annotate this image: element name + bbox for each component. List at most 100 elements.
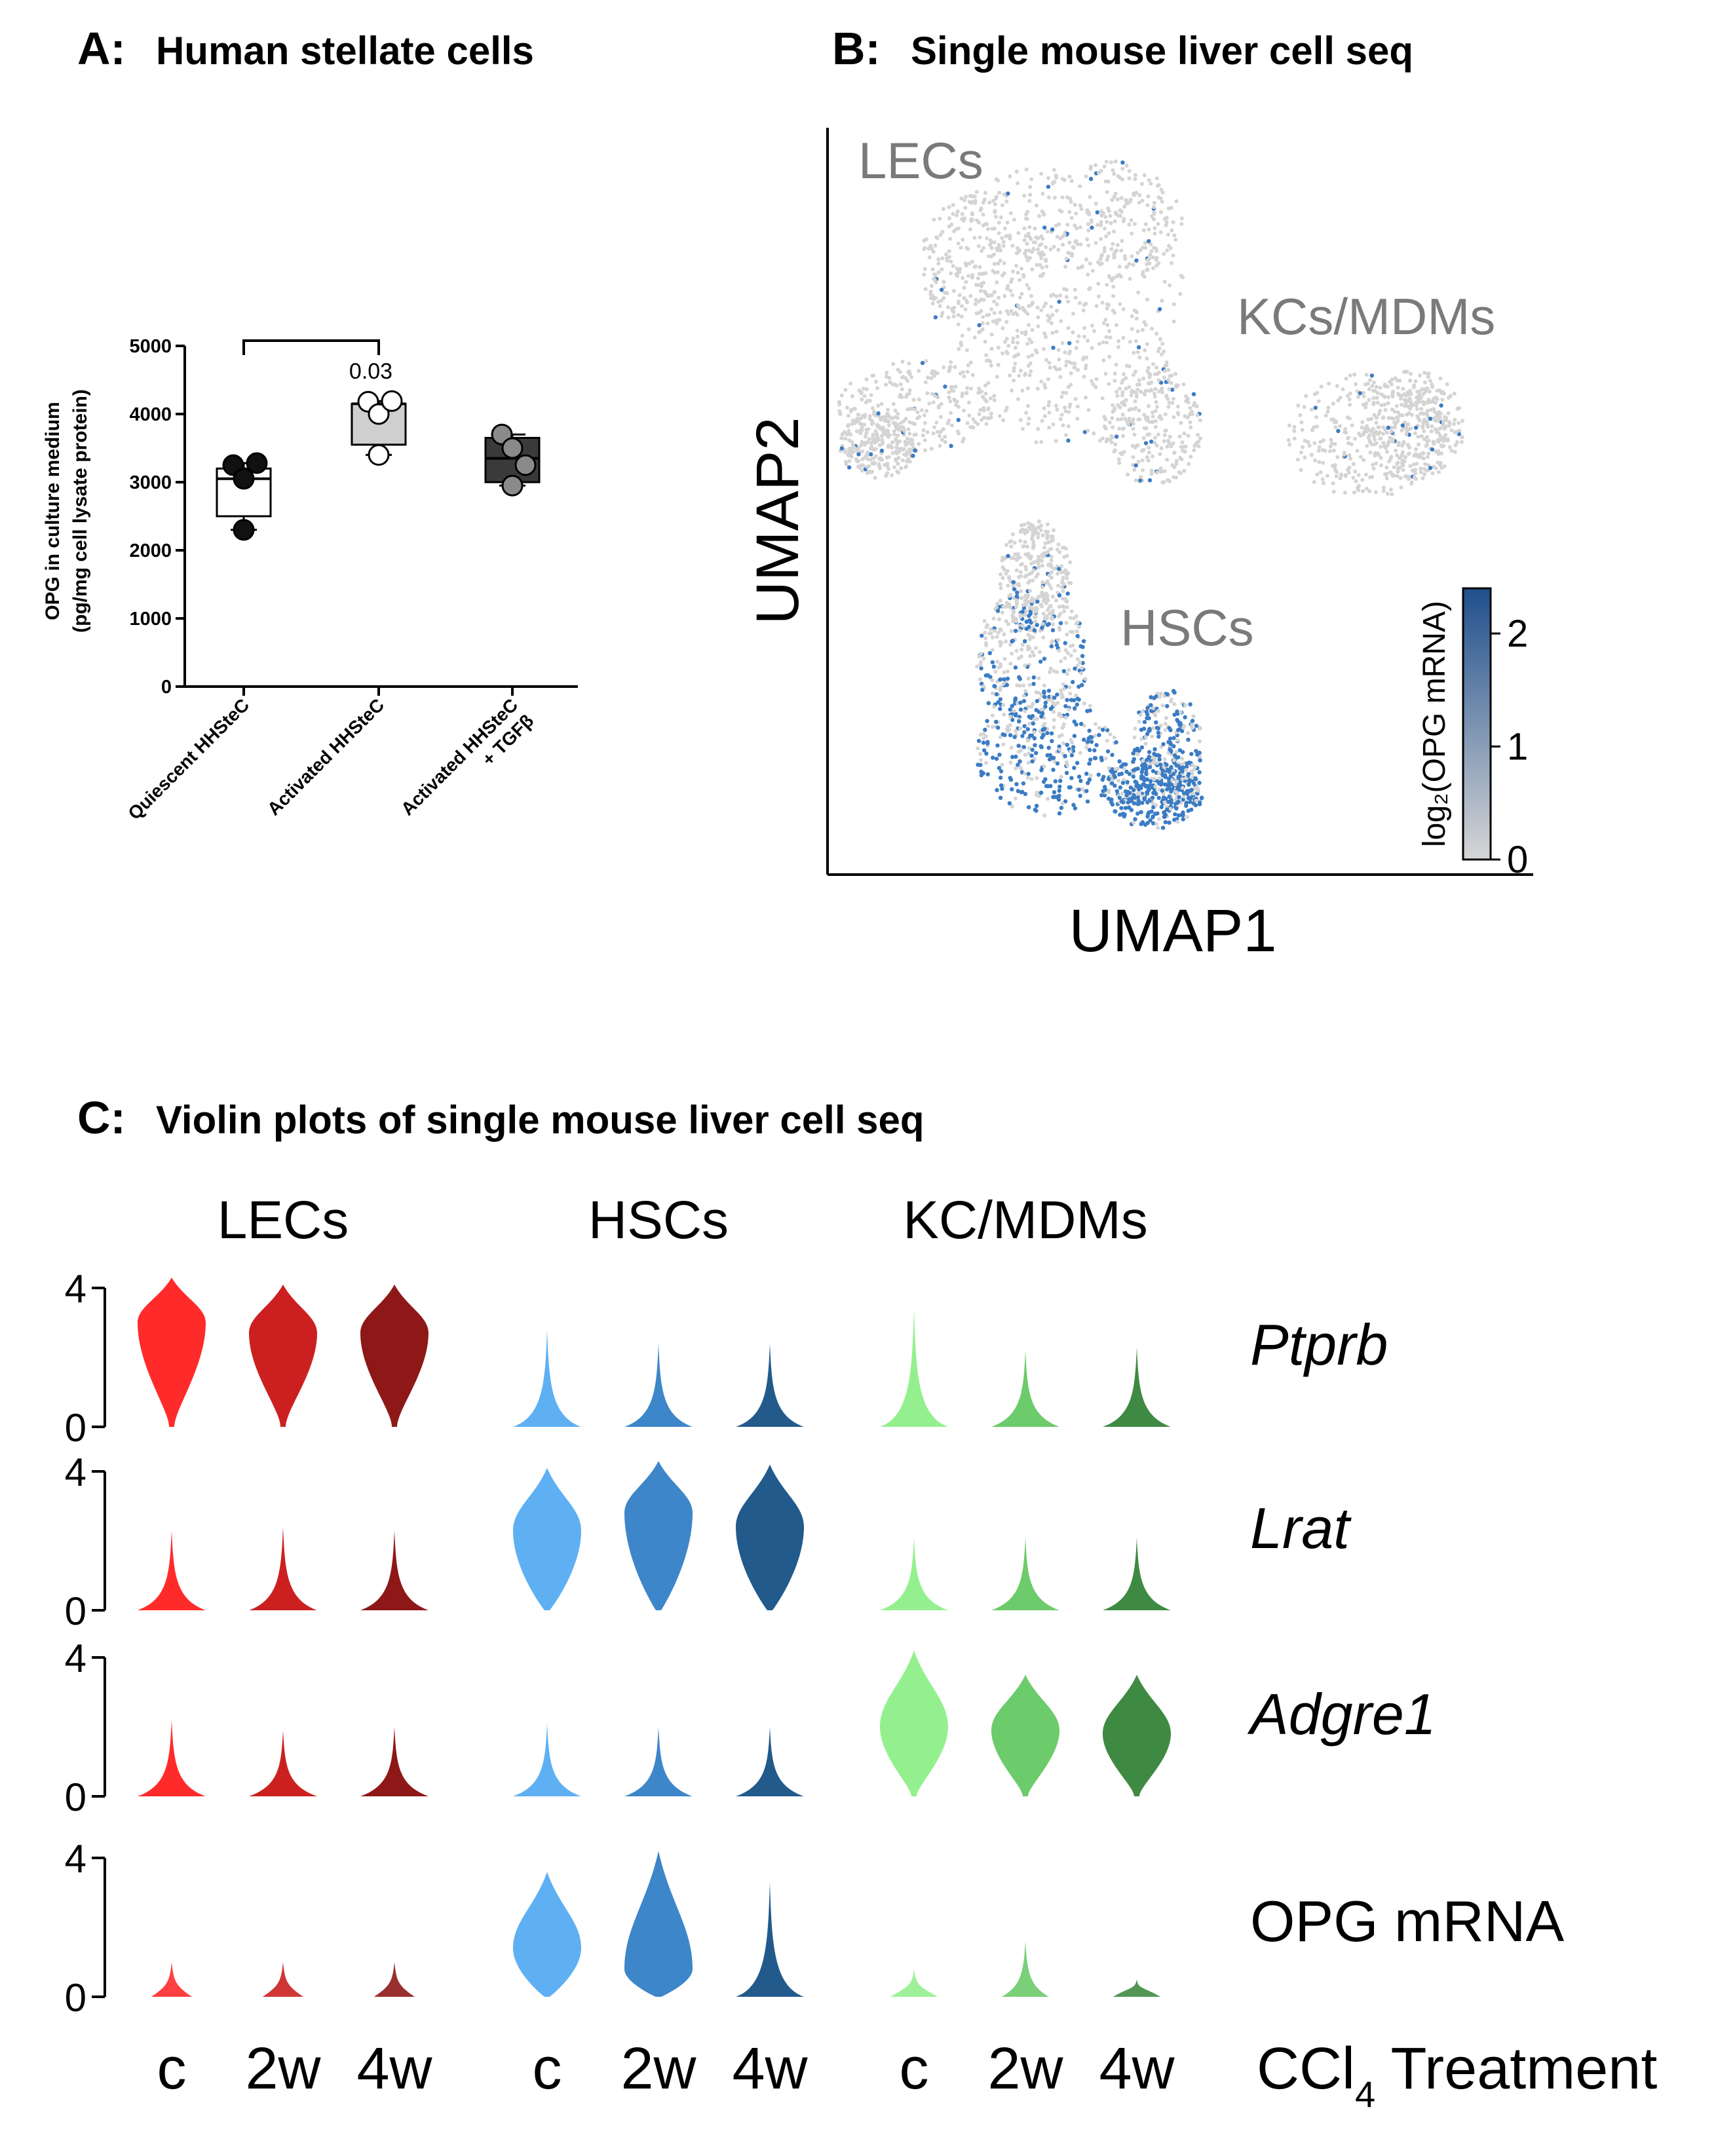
b-cell-point — [1088, 176, 1094, 181]
b-cell-point — [1315, 472, 1320, 477]
b-cell-point — [1196, 439, 1201, 444]
b-cell-point — [940, 256, 945, 261]
b-cell-point — [1055, 670, 1059, 674]
b-cell-point — [1377, 430, 1382, 435]
b-cell-point — [1028, 361, 1033, 366]
b-cell-point — [1056, 348, 1061, 352]
b-cell-point — [1036, 247, 1040, 252]
b-cell-point — [1104, 234, 1109, 238]
b-cell-point — [1169, 748, 1173, 753]
b-cell-point — [1374, 441, 1379, 445]
b-cell-point — [1415, 414, 1420, 419]
b-cell-point — [1369, 442, 1374, 447]
b-cell-point — [1043, 704, 1048, 709]
b-cell-point — [989, 307, 993, 311]
b-cell-point — [1114, 323, 1118, 328]
b-cell-point — [1025, 210, 1030, 214]
c-gene-label: OPG mRNA — [1250, 1889, 1564, 1954]
b-cell-point — [1058, 375, 1063, 379]
b-cell-point — [997, 245, 1001, 250]
b-cell-point — [1086, 243, 1091, 248]
b-cell-point — [1369, 373, 1374, 378]
b-cell-point — [999, 783, 1004, 788]
b-cell-point — [1437, 470, 1441, 474]
b-cell-point — [1039, 523, 1044, 528]
b-cell-point — [1175, 820, 1180, 824]
b-cell-point — [1061, 596, 1065, 601]
b-cell-point — [1056, 248, 1061, 252]
b-cell-point — [1073, 666, 1077, 671]
b-cell-point — [981, 740, 986, 745]
b-cell-point — [1025, 404, 1030, 408]
b-cell-point — [1034, 575, 1039, 579]
b-cell-point — [1018, 615, 1023, 618]
b-cell-point — [1364, 487, 1369, 491]
b-cell-point — [1001, 681, 1006, 686]
b-cell-point — [872, 461, 877, 466]
b-cell-point — [1170, 697, 1173, 702]
b-cell-point — [1000, 611, 1004, 615]
b-cell-point — [1115, 274, 1119, 278]
b-cell-point — [1008, 605, 1013, 610]
b-cell-point — [1143, 417, 1148, 421]
b-cell-point — [1015, 582, 1020, 587]
b-cell-point — [1445, 382, 1449, 387]
b-cell-point — [1124, 376, 1128, 381]
b-cell-point — [949, 259, 953, 264]
a-data-point — [368, 444, 390, 466]
b-cell-point — [1419, 470, 1423, 474]
b-cell-point — [923, 267, 927, 271]
b-cell-point — [894, 437, 898, 442]
b-cell-point — [1094, 722, 1097, 727]
b-cell-point — [1085, 208, 1090, 212]
b-cell-point — [1396, 410, 1400, 415]
b-cell-point — [1027, 248, 1031, 253]
b-cell-point — [886, 432, 890, 436]
b-cell-point — [1360, 420, 1365, 425]
b-cell-point — [1334, 474, 1339, 478]
b-cell-point — [1032, 717, 1037, 721]
b-cell-point — [1061, 694, 1065, 699]
b-cell-point — [1179, 762, 1184, 766]
b-cell-point — [1351, 476, 1356, 480]
b-cell-point — [1062, 233, 1067, 236]
b-cell-point — [1162, 349, 1166, 354]
panel-a-letter: A: — [77, 23, 126, 74]
b-cell-point — [1403, 474, 1407, 479]
b-cluster-lecs — [837, 159, 1202, 485]
b-cell-point — [947, 395, 951, 400]
b-cell-point — [1172, 753, 1177, 758]
b-cell-point — [1155, 753, 1160, 757]
b-cell-point — [965, 369, 970, 374]
b-cell-point — [1132, 795, 1137, 800]
b-cell-point — [1132, 350, 1136, 355]
b-cell-point — [1003, 226, 1007, 231]
b-cell-point — [1170, 228, 1174, 233]
b-cell-point — [1072, 616, 1077, 620]
b-cell-point — [951, 212, 955, 216]
b-cell-point — [1138, 478, 1143, 483]
b-cell-point — [988, 359, 993, 364]
b-cell-point — [902, 426, 906, 431]
b-cell-point — [1167, 400, 1172, 405]
b-cell-point — [1059, 692, 1064, 696]
b-cell-point — [1373, 437, 1377, 442]
b-cell-point — [1025, 529, 1029, 534]
b-cell-point — [997, 191, 1002, 195]
b-cell-point — [1153, 372, 1157, 376]
b-cell-point — [1024, 411, 1029, 415]
b-cell-point — [1154, 366, 1158, 369]
b-cell-point — [957, 405, 961, 409]
b-cell-point — [1150, 734, 1154, 739]
b-cell-point — [1419, 466, 1423, 471]
b-cell-point — [1111, 293, 1116, 298]
b-cell-point — [1025, 727, 1030, 732]
b-cell-point — [904, 459, 909, 464]
b-cell-point — [1086, 228, 1091, 233]
b-cell-point — [1094, 163, 1097, 168]
b-cell-point — [1031, 539, 1036, 544]
b-cell-point — [1130, 231, 1134, 236]
b-cell-point — [1331, 481, 1335, 485]
b-cell-point — [1383, 472, 1387, 476]
b-cell-point — [1174, 763, 1179, 768]
